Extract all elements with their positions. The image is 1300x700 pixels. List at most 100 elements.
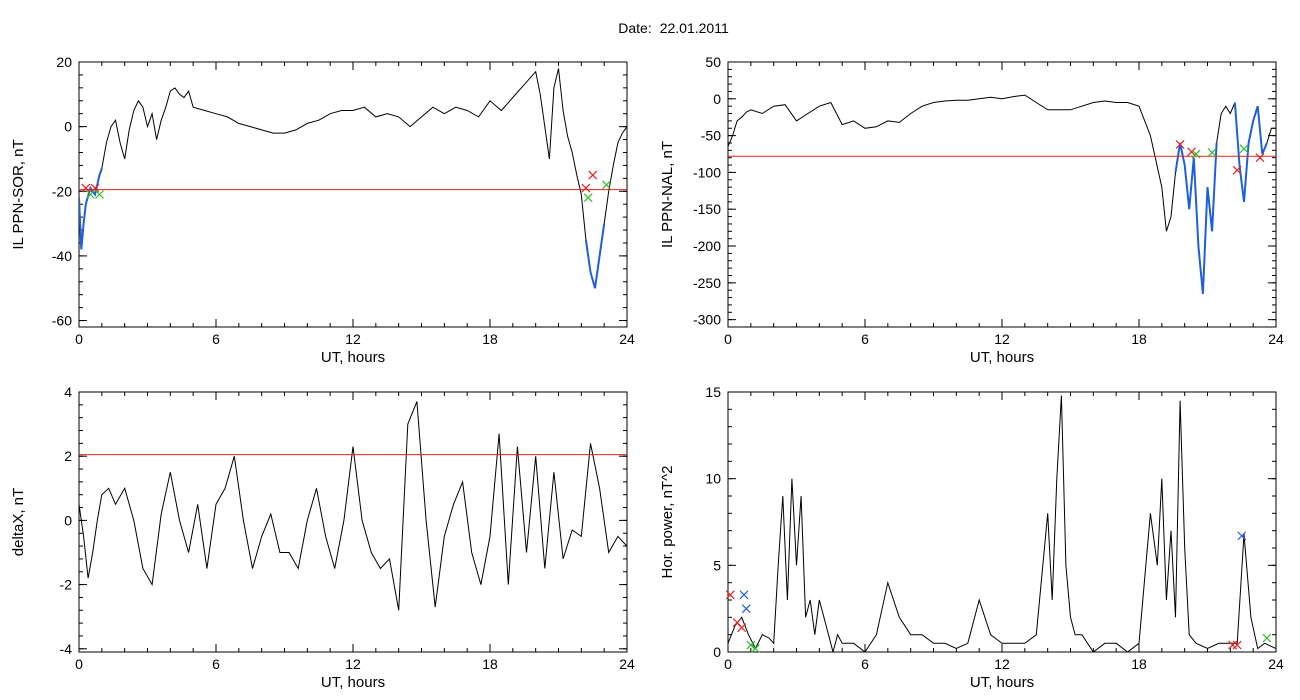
y-tick-label: -40 [52, 248, 72, 264]
marker-stroke [95, 190, 104, 199]
y-tick-label: 0 [713, 644, 721, 660]
marker-green [85, 190, 95, 199]
y-tick-label: 0 [713, 91, 721, 107]
marker-red [1228, 640, 1238, 650]
y-axis-label: IL PPN-NAL, nT [659, 141, 676, 248]
marker-stroke [1237, 531, 1247, 541]
marker-red [1187, 147, 1196, 157]
series-line [728, 94, 1276, 294]
y-tick-label: -150 [693, 201, 721, 217]
marker-stroke [750, 644, 760, 653]
x-tick-label: 6 [212, 331, 220, 347]
marker-stroke [741, 604, 751, 614]
y-axis-label: IL PPN-SOR, nT [10, 139, 27, 249]
marker-green [746, 640, 756, 650]
marker-red [90, 183, 100, 193]
date-value: 22.01.2011 [659, 20, 729, 36]
x-tick-label: 0 [75, 656, 83, 672]
marker-green [1239, 144, 1249, 154]
x-tick-label: 0 [75, 331, 83, 347]
plot-p1: 0 6 12 18 24 20 0 -20 -40 -60 UT, hours IL PPN-SOR,… [10, 54, 635, 366]
marker-red [737, 623, 747, 633]
y-tick-label: -300 [693, 312, 721, 328]
x-tick-label: 18 [482, 656, 498, 672]
series-line [79, 68, 627, 289]
marker-stroke [85, 190, 95, 199]
marker-stroke [1207, 148, 1217, 157]
x-tick-label: 18 [1131, 656, 1147, 672]
plot-frame [78, 61, 628, 328]
x-tick-label: 18 [1131, 331, 1147, 347]
marker-green [1262, 633, 1272, 643]
marker-green [583, 193, 593, 203]
marker-stroke [725, 590, 735, 600]
series-line [728, 395, 1276, 652]
y-tick-label: 0 [64, 119, 72, 135]
x-tick-label: 24 [1268, 656, 1284, 672]
y-tick-label: -60 [52, 313, 72, 329]
y-tick-label: -100 [693, 164, 721, 180]
marker-red [581, 183, 591, 193]
marker-stroke [739, 590, 749, 600]
y-tick-label: 20 [56, 54, 72, 70]
plot-p2: 0 6 12 18 24 50 0 -50 -100 -150 -200 -250 -300 UT, ho… [659, 54, 1284, 366]
y-tick-label: 0 [64, 512, 72, 528]
marker-stroke [1175, 140, 1185, 149]
highlight-segment [584, 223, 606, 289]
x-axis-label: UT, hours [970, 349, 1034, 366]
marker-red [588, 170, 598, 180]
marker-stroke [588, 170, 598, 180]
x-tick-label: 24 [619, 656, 635, 672]
highlight-segment [79, 168, 103, 250]
x-tick-label: 12 [994, 656, 1010, 672]
y-tick-label: -2 [60, 577, 73, 593]
marker-blue [741, 604, 751, 614]
y-tick-label: 15 [705, 384, 721, 400]
marker-stroke [1262, 633, 1272, 643]
x-axis-label: UT, hours [970, 674, 1034, 691]
y-tick-label: -50 [701, 128, 721, 144]
x-axis-label: UT, hours [321, 349, 385, 366]
y-tick-label: 5 [713, 557, 721, 573]
plot-frame [78, 391, 628, 653]
marker-green [1191, 149, 1201, 159]
marker-stroke [81, 183, 91, 193]
marker-stroke [1239, 144, 1249, 154]
plot-p4: 0 6 12 18 24 15 10 5 0 UT, hours Hor. power, nT^2 [659, 384, 1284, 691]
marker-stroke [90, 183, 100, 193]
marker-green [1207, 148, 1217, 157]
marker-stroke [1191, 149, 1201, 159]
marker-red [81, 183, 91, 193]
y-tick-label: 50 [705, 54, 721, 70]
marker-stroke [746, 640, 756, 650]
marker-stroke [602, 180, 611, 190]
x-tick-label: 0 [724, 656, 732, 672]
x-tick-label: 6 [861, 656, 869, 672]
marker-stroke [1232, 165, 1242, 175]
marker-blue [739, 590, 749, 600]
y-tick-label: -200 [693, 238, 721, 254]
marker-red [1175, 140, 1185, 149]
highlight-segment [1174, 142, 1218, 294]
x-tick-label: 6 [212, 656, 220, 672]
marker-stroke [732, 618, 742, 627]
marker-red [725, 590, 735, 600]
x-tick-label: 12 [345, 331, 361, 347]
marker-red [1232, 165, 1242, 175]
plot-frame [727, 61, 1277, 328]
marker-stroke [1187, 147, 1196, 157]
y-tick-label: -4 [60, 641, 73, 657]
marker-stroke [583, 193, 593, 203]
page-title: Date: 22.01.2011 [0, 20, 1300, 36]
marker-green [95, 190, 104, 199]
plot-frame [727, 391, 1277, 653]
y-axis-label: Hor. power, nT^2 [659, 466, 676, 579]
marker-green [602, 180, 611, 190]
marker-stroke [1255, 153, 1265, 163]
marker-green [750, 644, 760, 653]
series-line [79, 401, 627, 611]
x-tick-label: 12 [345, 656, 361, 672]
x-tick-label: 12 [994, 331, 1010, 347]
marker-stroke [1232, 640, 1242, 650]
marker-stroke [581, 183, 591, 193]
